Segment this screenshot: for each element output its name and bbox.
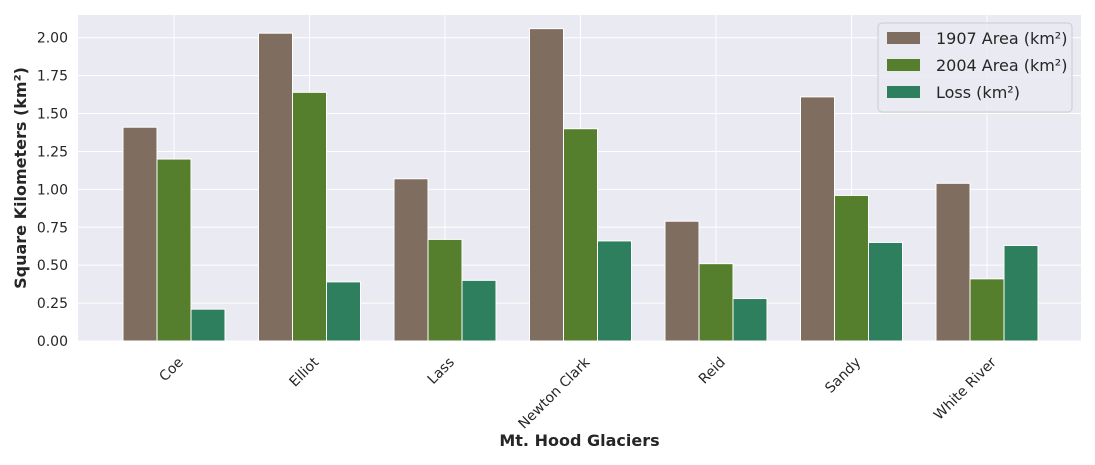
x-tick-label: Coe <box>156 355 186 385</box>
x-tick-label: Sandy <box>822 355 864 397</box>
bar-reid-series-0 <box>664 220 700 342</box>
y-tick-label: 1.25 <box>37 144 68 160</box>
bar-sandy-series-1 <box>834 194 869 342</box>
x-tick-label: Reid <box>696 355 729 388</box>
y-tick-label: 0.50 <box>37 258 68 274</box>
bar-sandy-series-0 <box>800 96 835 342</box>
bar-lass-series-1 <box>427 238 463 342</box>
legend-label-loss: Loss (km²) <box>936 83 1020 102</box>
legend: 1907 Area (km²) 2004 Area (km²) Loss (km… <box>877 22 1073 113</box>
bar-elliot-series-1 <box>292 91 327 342</box>
bar-newton-clark-series-0 <box>529 28 564 342</box>
bar-reid-series-2 <box>732 298 768 342</box>
legend-box <box>877 22 1073 113</box>
x-tick-label: Elliot <box>287 354 323 390</box>
x-axis-title: Mt. Hood Glaciers <box>499 431 659 450</box>
y-tick-label: 0.00 <box>37 334 68 350</box>
legend-swatch-1907 <box>887 32 920 44</box>
bar-elliot-series-0 <box>258 32 293 342</box>
bar-coe-series-2 <box>190 308 226 342</box>
y-tick-label: 0.25 <box>37 296 68 312</box>
y-tick-label: 2.00 <box>37 31 68 47</box>
y-tick-labels: 0.00 0.25 0.50 0.75 1.00 1.25 1.50 1.75 2.00 <box>37 31 68 350</box>
y-tick-label: 1.50 <box>37 107 68 123</box>
bar-newton-clark-series-2 <box>597 240 632 342</box>
legend-swatch-loss <box>887 86 920 98</box>
legend-label-1907: 1907 Area (km²) <box>936 29 1067 48</box>
y-tick-label: 1.75 <box>37 69 68 85</box>
bar-reid-series-1 <box>698 263 734 342</box>
bars <box>122 28 1039 342</box>
bar-white-river-series-2 <box>1003 244 1039 342</box>
bar-newton-clark-series-1 <box>563 128 598 342</box>
x-tick-label: White River <box>931 354 1000 423</box>
bar-white-river-series-0 <box>935 182 971 342</box>
bar-white-river-series-1 <box>969 278 1005 342</box>
legend-label-2004: 2004 Area (km²) <box>936 56 1067 75</box>
x-tick-label: Lass <box>425 355 458 388</box>
x-tick-labels: Coe Elliot Lass Newton Clark Reid Sandy White … <box>156 354 1000 432</box>
legend-swatch-2004 <box>887 59 920 71</box>
bar-lass-series-0 <box>393 178 429 342</box>
bar-coe-series-0 <box>122 126 158 342</box>
bar-coe-series-1 <box>156 158 192 342</box>
y-tick-label: 0.75 <box>37 220 68 236</box>
bar-elliot-series-2 <box>326 281 361 342</box>
y-axis-title: Square Kilometers (km²) <box>11 67 30 289</box>
bar-sandy-series-2 <box>868 241 903 342</box>
bar-lass-series-2 <box>461 279 497 342</box>
x-tick-label: Newton Clark <box>516 354 594 432</box>
y-tick-label: 1.00 <box>37 182 68 198</box>
